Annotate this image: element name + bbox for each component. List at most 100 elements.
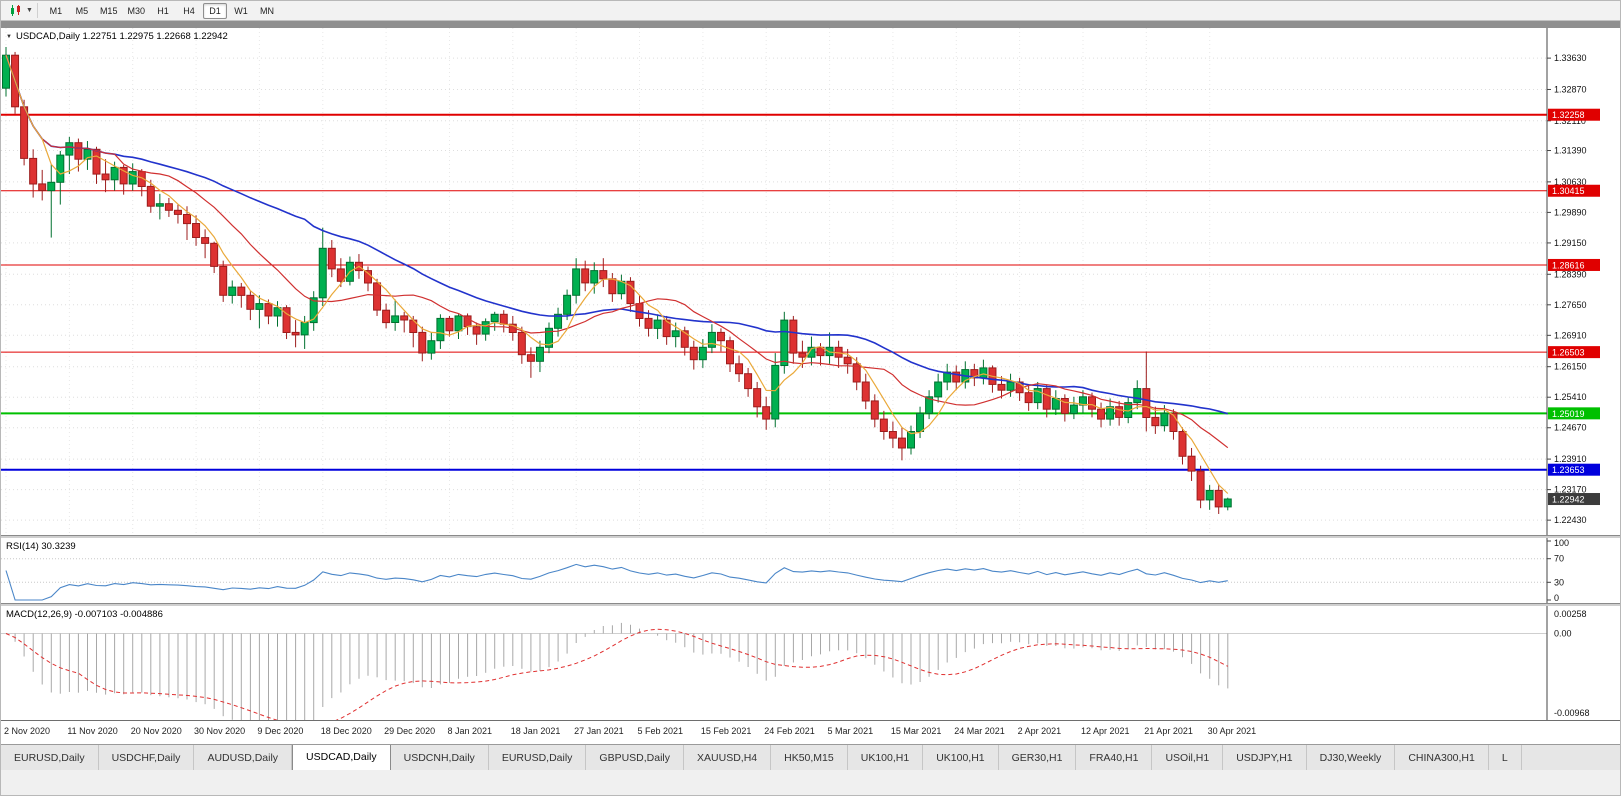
rsi-chart-svg: 100 70 30 0 [1,538,1569,603]
svg-text:1.25019: 1.25019 [1552,409,1585,419]
time-axis-label: 24 Feb 2021 [764,726,815,736]
svg-text:1.30630: 1.30630 [1554,177,1587,187]
svg-text:100: 100 [1554,538,1569,548]
level-price-badge: 1.32258 [1548,108,1600,121]
chart-tab-gbpusd-daily[interactable]: GBPUSD,Daily [586,745,685,770]
timeframe-button-h4[interactable]: H4 [183,5,195,16]
chart-tab-xauusd-h4[interactable]: XAUUSD,H4 [684,745,772,770]
main-chart-svg: 1.33630 1.32870 1.32110 1.31390 1.30630 1.298… [1,28,1600,535]
svg-text:1.28390: 1.28390 [1554,269,1587,279]
timeframe-button-w1[interactable]: W1 [234,5,248,16]
macd-label: MACD(12,26,9) -0.007103 -0.004886 [6,609,163,620]
current-price-badge: 1.22942 [1548,493,1600,506]
svg-text:1.32870: 1.32870 [1554,84,1587,94]
time-axis-label: 9 Dec 2020 [257,726,304,736]
chart-tab-uk100-h1[interactable]: UK100,H1 [923,745,999,770]
chart-collapse-icon[interactable]: ▼ [6,34,12,40]
chart-tab-usdjpy-h1[interactable]: USDJPY,H1 [1223,745,1307,770]
chart-tab-usdcnh-daily[interactable]: USDCNH,Daily [391,745,489,770]
level-price-badge: 1.30415 [1548,184,1600,197]
price-chart-pane[interactable]: 1.33630 1.32870 1.32110 1.31390 1.30630 1.298… [1,28,1620,535]
price-axis[interactable]: 1.33630 1.32870 1.32110 1.31390 1.30630 1.298… [1547,53,1600,525]
pane-splitter[interactable] [1,603,1620,606]
moving-average-34-line [5,54,1229,415]
timeframe-button-m15[interactable]: M15 [99,5,118,16]
macd-chart-svg: 0.00258 0.00 -0.00968 [1,606,1590,720]
timeframe-button-m5[interactable]: M5 [75,5,89,16]
dropdown-caret-icon: ▼ [26,7,33,14]
chart-type-button[interactable]: ▼ [5,3,38,18]
timeframe-button-m30[interactable]: M30 [127,5,145,16]
chart-tab-eurusd-daily[interactable]: EURUSD,Daily [489,745,587,770]
chart-tab-bar: EURUSD,Daily USDCHF,Daily AUDUSD,Daily USDC… [1,744,1620,770]
chart-tab-usdchf-daily[interactable]: USDCHF,Daily [99,745,195,770]
pane-splitter[interactable] [1,535,1620,538]
chart-tab-uk100-h1[interactable]: UK100,H1 [848,745,924,770]
svg-text:1.27650: 1.27650 [1554,300,1587,310]
svg-text:70: 70 [1554,554,1564,564]
svg-text:1.33630: 1.33630 [1554,53,1587,63]
time-axis-label: 11 Nov 2020 [67,726,118,736]
chart-tab-fra40-h1[interactable]: FRA40,H1 [1076,745,1153,770]
moving-average-5-line [5,55,1229,494]
timeframe-button-d1[interactable]: D1 [202,2,227,19]
rsi-value: 30.3239 [41,541,76,552]
time-axis-label: 8 Jan 2021 [447,726,492,736]
chart-tab-l[interactable]: L [1489,745,1522,770]
rsi-pane[interactable]: 100 70 30 0 RSI(14) 30.3239 [1,538,1620,603]
time-axis-label: 15 Feb 2021 [700,726,752,736]
svg-text:1.26910: 1.26910 [1554,330,1587,340]
time-axis-label: 12 Apr 2021 [1080,726,1130,736]
chart-tab-eurusd-daily[interactable]: EURUSD,Daily [1,745,99,770]
time-axis[interactable]: 2 Nov 2020 11 Nov 2020 20 Nov 2020 30 Nov 2… [1,720,1620,744]
time-axis-label: 30 Apr 2021 [1207,726,1257,736]
time-axis-label: 2 Nov 2020 [4,726,51,736]
time-axis-label: 2 Apr 2021 [1017,726,1062,736]
timeframe-buttons: M1 M5 M15 M30 H1 H4 D1 W1 MN [44,2,279,19]
chart-tab-ger30-h1[interactable]: GER30,H1 [999,745,1077,770]
svg-text:0.00: 0.00 [1554,628,1572,638]
chart-tab-usoil-h1[interactable]: USOil,H1 [1152,745,1224,770]
macd-histogram [14,622,1229,720]
level-price-badge: 1.26503 [1548,346,1600,359]
chart-tab-hk50-m15[interactable]: HK50,M15 [771,745,848,770]
time-axis-label: 20 Nov 2020 [130,726,182,736]
time-axis-label: 15 Mar 2021 [890,726,942,736]
rsi-label: RSI(14) 30.3239 [6,541,76,552]
bottom-strip [1,770,1620,795]
candlestick-chart-icon [11,5,20,16]
time-axis-label: 18 Dec 2020 [320,726,372,736]
svg-text:1.26503: 1.26503 [1552,348,1585,358]
svg-text:1.23653: 1.23653 [1552,465,1585,475]
svg-text:1.23170: 1.23170 [1554,485,1587,495]
macd-name: MACD(12,26,9) [6,609,72,620]
svg-text:30: 30 [1554,577,1564,587]
svg-text:1.22942: 1.22942 [1552,495,1585,505]
chart-tab-dj30-weekly[interactable]: DJ30,Weekly [1307,745,1396,770]
svg-text:0.00258: 0.00258 [1554,609,1587,619]
timeframe-button-m1[interactable]: M1 [49,5,63,16]
rsi-line [5,563,1228,601]
timeframe-button-mn[interactable]: MN [259,5,274,16]
time-axis-label: 24 Mar 2021 [954,726,1005,736]
window-top-strip [1,21,1620,28]
time-axis-label: 29 Dec 2020 [384,726,436,736]
svg-text:1.26150: 1.26150 [1554,362,1587,372]
time-axis-label: 27 Jan 2021 [574,726,624,736]
macd-pane[interactable]: 0.00258 0.00 -0.00968 MACD(12,26,9) -0.007… [1,606,1620,720]
time-axis-label: 5 Feb 2021 [637,726,684,736]
svg-text:0: 0 [1554,593,1559,603]
chart-tab-audusd-daily[interactable]: AUDUSD,Daily [194,745,293,770]
timeframe-button-h1[interactable]: H1 [157,5,169,16]
timeframe-toolbar: ▼ M1 M5 M15 M30 H1 H4 D1 W1 MN [1,1,1620,21]
svg-text:1.25410: 1.25410 [1554,392,1587,402]
symbol-ohlc-label: ▼ USDCAD,Daily 1.22751 1.22975 1.22668 1.… [6,31,228,42]
time-axis-label: 18 Jan 2021 [510,726,561,736]
chart-tab-usdcad-daily[interactable]: USDCAD,Daily [292,745,391,770]
level-price-badge: 1.23653 [1548,463,1600,476]
chart-tab-china300-h1[interactable]: CHINA300,H1 [1395,745,1489,770]
svg-text:1.22430: 1.22430 [1554,515,1587,525]
level-price-badge: 1.28616 [1548,258,1600,271]
time-axis-label: 5 Mar 2021 [827,726,874,736]
